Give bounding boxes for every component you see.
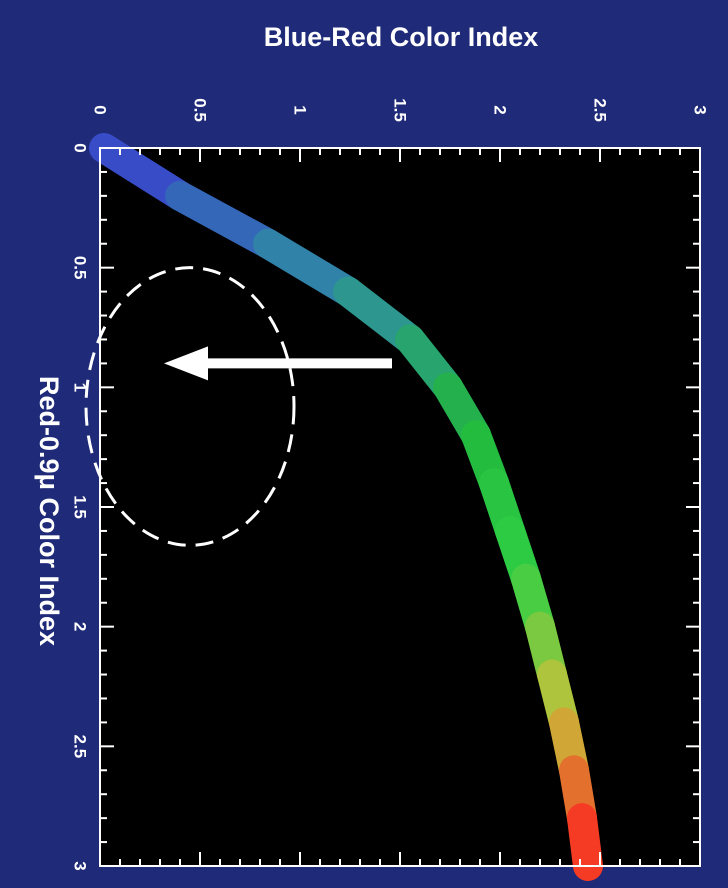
arrow-head <box>164 346 208 381</box>
top-tick-label: 1 <box>291 105 310 114</box>
left-axis-title: Red-0.9μ Color Index <box>34 376 64 646</box>
top-tick-label: 0.5 <box>191 98 210 122</box>
top-tick-label: 3 <box>691 105 710 114</box>
annotations <box>84 266 392 547</box>
track-segment <box>253 228 363 307</box>
left-tick-label: 0 <box>71 143 90 152</box>
left-tick-label: 1 <box>71 383 90 392</box>
top-tick-label: 1.5 <box>391 98 410 122</box>
plot-area <box>100 148 700 866</box>
top-axis-tick-labels: 0 0.5 1 1.5 2 2.5 3 <box>91 98 710 122</box>
color-track-band <box>89 133 603 881</box>
left-tick-label: 1.5 <box>71 495 90 519</box>
left-axis-ticks <box>100 147 700 867</box>
dashed-ellipse <box>84 266 296 547</box>
top-axis-ticks <box>99 148 701 866</box>
left-tick-label: 0.5 <box>71 256 90 280</box>
left-tick-label: 2 <box>71 622 90 631</box>
track-segment <box>165 180 283 259</box>
track-segment <box>567 803 603 881</box>
top-axis-title: Blue-Red Color Index <box>264 22 539 52</box>
top-tick-label: 2.5 <box>591 98 610 122</box>
left-axis-tick-labels: 0 0.5 1 1.5 2 2.5 3 <box>71 143 90 870</box>
top-tick-label: 2 <box>491 105 510 114</box>
left-tick-label: 2.5 <box>71 735 90 759</box>
left-tick-label: 3 <box>71 861 90 870</box>
top-tick-label: 0 <box>91 105 110 114</box>
